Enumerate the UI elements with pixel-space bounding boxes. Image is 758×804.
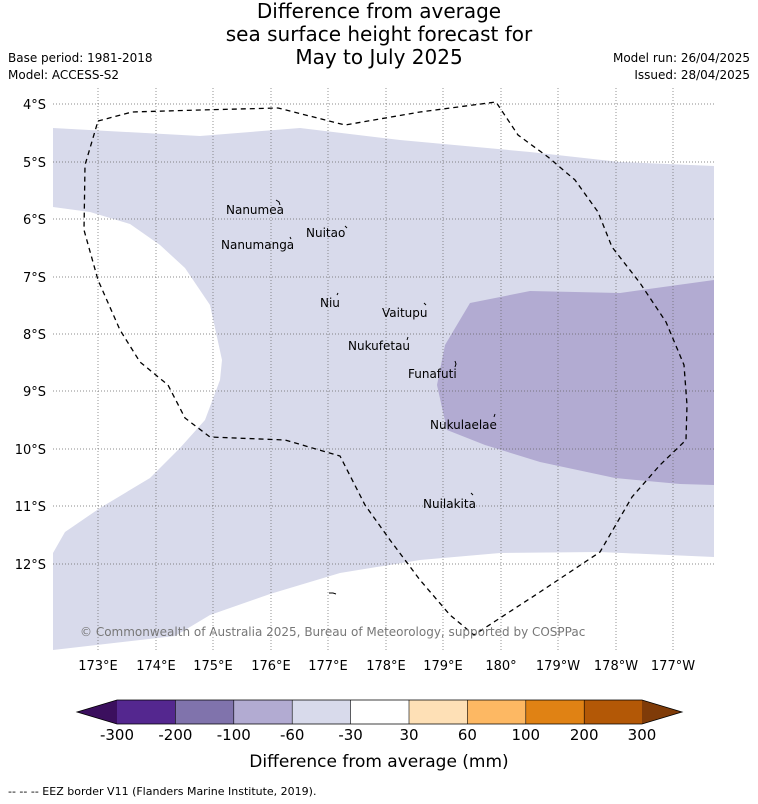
place-label: Nanumea bbox=[226, 203, 284, 217]
place-label: Funafuti bbox=[408, 367, 457, 381]
lon-label: 174°E bbox=[136, 659, 176, 674]
colorbar-bin bbox=[233, 700, 293, 724]
colorbar-bin bbox=[467, 700, 526, 724]
island-mark bbox=[454, 360, 457, 368]
lon-label: 175°E bbox=[193, 659, 233, 674]
lat-label: 10°S bbox=[15, 443, 46, 458]
island-marks bbox=[275, 199, 496, 595]
colorbar-bin bbox=[350, 700, 409, 724]
lon-label: 177°W bbox=[651, 659, 695, 674]
colorbar-tick-label: 200 bbox=[570, 726, 599, 744]
lat-label: 12°S bbox=[15, 558, 46, 573]
latitude-labels: 4°S 5°S 6°S 7°S 8°S 9°S 10°S 11°S 12°S bbox=[15, 98, 46, 573]
title-line-1: Difference from average bbox=[256, 0, 502, 23]
eez-border bbox=[83, 101, 688, 636]
lon-label: 178°E bbox=[366, 659, 406, 674]
gridlines bbox=[53, 88, 714, 650]
longitude-labels: 173°E 174°E 175°E 176°E 177°E 178°E 179°… bbox=[78, 659, 695, 674]
copyright-notice: © Commonwealth of Australia 2025, Bureau… bbox=[80, 625, 585, 639]
title-line-2: sea surface height forecast for bbox=[225, 22, 533, 46]
colorbar-outline bbox=[75, 699, 684, 725]
colorbar-bin bbox=[409, 700, 468, 724]
colorbar-bin bbox=[117, 700, 176, 724]
issued-date: Issued: 28/04/2025 bbox=[634, 68, 750, 82]
lon-label: 179°E bbox=[423, 659, 463, 674]
lon-label: 180° bbox=[485, 659, 516, 674]
lon-label: 179°W bbox=[536, 659, 580, 674]
colorbar-under-arrow bbox=[77, 700, 117, 724]
island-mark bbox=[275, 199, 281, 206]
lat-label: 6°S bbox=[23, 213, 46, 228]
colorbar-over-arrow bbox=[642, 700, 682, 724]
field-light-band bbox=[53, 128, 714, 650]
place-label: Nuilakita bbox=[423, 497, 476, 511]
lat-label: 4°S bbox=[23, 98, 46, 113]
colorbar-tick-label: 60 bbox=[458, 726, 477, 744]
lat-label: 11°S bbox=[15, 500, 46, 515]
lon-label: 177°E bbox=[308, 659, 348, 674]
place-label: Niu bbox=[320, 296, 340, 310]
lat-label: 7°S bbox=[23, 271, 46, 286]
lon-label: 173°E bbox=[78, 659, 118, 674]
colorbar-tick-label: -60 bbox=[280, 726, 305, 744]
colorbar-tick-label: -100 bbox=[217, 726, 251, 744]
title-line-3: May to July 2025 bbox=[295, 45, 463, 69]
anomaly-field bbox=[53, 128, 714, 650]
island-mark bbox=[470, 492, 474, 496]
eez-border-legend: -- -- -- EEZ border V11 (Flanders Marine… bbox=[8, 785, 317, 798]
colorbar-bin bbox=[525, 700, 585, 724]
place-label: Nukufetau bbox=[348, 339, 410, 353]
model-name: Model: ACCESS-S2 bbox=[8, 68, 120, 82]
colorbar-title: Difference from average (mm) bbox=[249, 752, 508, 772]
island-mark bbox=[423, 302, 427, 306]
colorbar: -300 -200 -100 -60 -30 30 60 100 200 300… bbox=[75, 699, 684, 772]
island-mark bbox=[336, 292, 339, 296]
colorbar-bin bbox=[175, 700, 234, 724]
colorbar-tick-label: -30 bbox=[338, 726, 363, 744]
island-mark bbox=[289, 236, 292, 240]
place-label: Nanumanga bbox=[221, 238, 294, 252]
lon-label: 176°E bbox=[251, 659, 291, 674]
place-label: Vaitupu bbox=[382, 306, 428, 320]
right-metadata: Model run: 26/04/2025 Issued: 28/04/2025 bbox=[613, 50, 750, 84]
colorbar-tick-label: -200 bbox=[158, 726, 192, 744]
island-mark bbox=[406, 336, 409, 341]
left-metadata: Base period: 1981-2018 Model: ACCESS-S2 bbox=[8, 50, 153, 84]
colorbar-tick-label: 300 bbox=[628, 726, 657, 744]
place-label: Nukulaelae bbox=[430, 418, 497, 432]
colorbar-tick-label: 100 bbox=[511, 726, 540, 744]
lat-label: 9°S bbox=[23, 385, 46, 400]
field-medium-region bbox=[437, 280, 714, 485]
place-labels: Nanumea Nuitao Nanumanga Niu Vaitupu Nuk… bbox=[221, 203, 497, 511]
island-mark bbox=[493, 413, 496, 418]
lat-label: 5°S bbox=[23, 156, 46, 171]
island-mark bbox=[344, 225, 348, 229]
map-title: Difference from average sea surface heig… bbox=[0, 0, 758, 69]
place-label: Nuitao bbox=[306, 226, 345, 240]
island-mark bbox=[329, 592, 337, 595]
colorbar-tick-label: 30 bbox=[399, 726, 418, 744]
model-run: Model run: 26/04/2025 bbox=[612, 51, 750, 65]
lon-label: 178°W bbox=[594, 659, 638, 674]
colorbar-bin bbox=[584, 700, 642, 724]
base-period: Base period: 1981-2018 bbox=[8, 51, 153, 65]
lat-label: 8°S bbox=[23, 328, 46, 343]
colorbar-bin bbox=[292, 700, 351, 724]
colorbar-tick-label: -300 bbox=[100, 726, 134, 744]
